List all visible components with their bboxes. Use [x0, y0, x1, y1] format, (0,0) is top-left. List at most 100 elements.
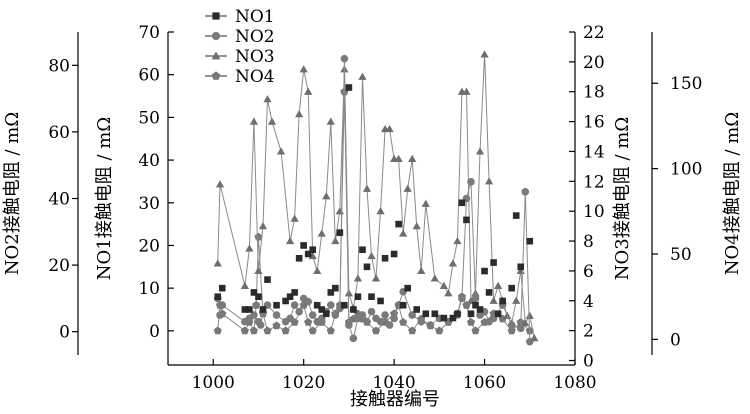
data-point-no3 [249, 117, 259, 125]
data-point-no2 [521, 188, 530, 196]
data-point-no2 [516, 324, 525, 333]
data-point-no3 [245, 244, 254, 252]
data-point-no1 [286, 293, 294, 300]
data-point-no1 [431, 310, 439, 318]
no3-tick-label: 20 [583, 53, 605, 73]
data-point-no4 [471, 326, 480, 335]
data-point-no1 [341, 301, 348, 309]
data-point-no2 [272, 311, 281, 319]
data-point-no2 [290, 301, 299, 309]
data-point-no2 [286, 314, 294, 323]
data-point-no2 [358, 311, 367, 319]
data-point-no3 [335, 207, 344, 215]
no4-tick-label: 0 [670, 330, 681, 350]
no2-tick-label: 20 [48, 256, 70, 276]
data-point-no1 [404, 284, 411, 292]
data-point-no1 [214, 293, 222, 300]
data-point-no3 [285, 236, 295, 245]
data-point-no2 [367, 307, 376, 316]
legend-marker-no2 [211, 31, 221, 41]
data-point-no2 [308, 311, 317, 319]
no4-tick-label: 50 [670, 245, 692, 265]
data-point-no3 [295, 110, 304, 118]
data-point-no1 [463, 216, 470, 224]
data-point-no3 [385, 124, 394, 133]
data-point-no3 [317, 229, 326, 237]
data-point-no2 [218, 301, 227, 309]
legend-marker-no4 [211, 71, 221, 80]
data-point-no4 [281, 326, 290, 335]
data-point-no3 [399, 229, 408, 237]
x-tick-label: 1020 [282, 373, 325, 393]
data-point-no1 [449, 314, 457, 322]
data-point-no3 [480, 50, 489, 58]
data-point-no3 [362, 184, 372, 192]
no1-tick-label: 60 [138, 66, 160, 86]
data-point-no3 [448, 259, 458, 267]
legend-label: NO4 [235, 67, 275, 87]
data-point-no3 [421, 199, 430, 207]
data-point-no1 [454, 310, 461, 318]
data-point-no1 [512, 212, 520, 219]
legend-item-no3: NO3 [205, 47, 275, 67]
data-point-no4 [304, 318, 313, 326]
data-point-no1 [390, 250, 398, 258]
no3-tick-label: 22 [583, 23, 605, 43]
data-point-no2 [216, 311, 224, 319]
data-point-no3 [484, 177, 494, 185]
data-point-no1 [300, 242, 307, 249]
data-point-no3 [453, 236, 462, 245]
data-point-no1 [313, 301, 321, 309]
data-point-no3 [304, 87, 313, 95]
data-point-no1 [363, 263, 371, 271]
data-point-no1 [359, 246, 366, 254]
no1-tick-label: 0 [149, 322, 160, 342]
data-point-no3 [408, 154, 417, 163]
legend-marker-no3 [211, 51, 221, 60]
data-point-no1 [490, 259, 497, 266]
no2-tick-label: 60 [48, 123, 70, 143]
data-point-no4 [263, 326, 272, 335]
data-point-no4 [507, 326, 516, 335]
data-point-no1 [422, 310, 430, 318]
no3-tick-label: 16 [583, 113, 605, 133]
no3-axis-title: NO3接触电阻 / mΩ [612, 117, 633, 280]
x-tick-label: 1080 [553, 373, 596, 393]
data-point-no3 [475, 147, 485, 155]
data-point-no1 [332, 284, 339, 292]
data-point-no3 [213, 259, 222, 267]
data-point-no1 [440, 314, 448, 322]
data-point-no3 [371, 274, 381, 282]
data-point-no3 [403, 184, 412, 192]
legend-marker-no1 [212, 12, 220, 20]
data-point-no1 [264, 276, 271, 283]
data-point-no1 [322, 310, 330, 318]
no3-tick-label: 6 [583, 262, 594, 282]
legend-label: NO3 [235, 47, 275, 67]
no1-tick-label: 50 [138, 108, 160, 128]
data-point-no1 [485, 289, 493, 296]
data-point-no2 [250, 311, 258, 319]
data-point-no3 [326, 117, 335, 125]
data-point-no1 [295, 254, 303, 262]
data-point-no4 [252, 300, 261, 309]
data-point-no1 [413, 306, 421, 313]
data-point-no1 [381, 254, 389, 262]
data-point-no3 [376, 207, 385, 215]
data-point-no4 [249, 326, 258, 335]
data-point-no4 [254, 232, 263, 241]
data-point-no1 [282, 297, 289, 305]
data-point-no3 [462, 87, 471, 95]
legend-label: NO2 [235, 27, 275, 47]
no4-tick-label: 150 [670, 74, 702, 94]
no1-tick-label: 70 [138, 23, 160, 43]
no3-tick-label: 12 [583, 172, 605, 192]
data-point-no3 [215, 180, 225, 188]
data-point-no1 [526, 237, 534, 245]
data-point-no2 [363, 317, 371, 326]
data-point-no3 [367, 251, 376, 260]
data-point-no3 [412, 222, 421, 230]
no1-tick-label: 20 [138, 236, 160, 256]
data-point-no1 [368, 293, 375, 300]
